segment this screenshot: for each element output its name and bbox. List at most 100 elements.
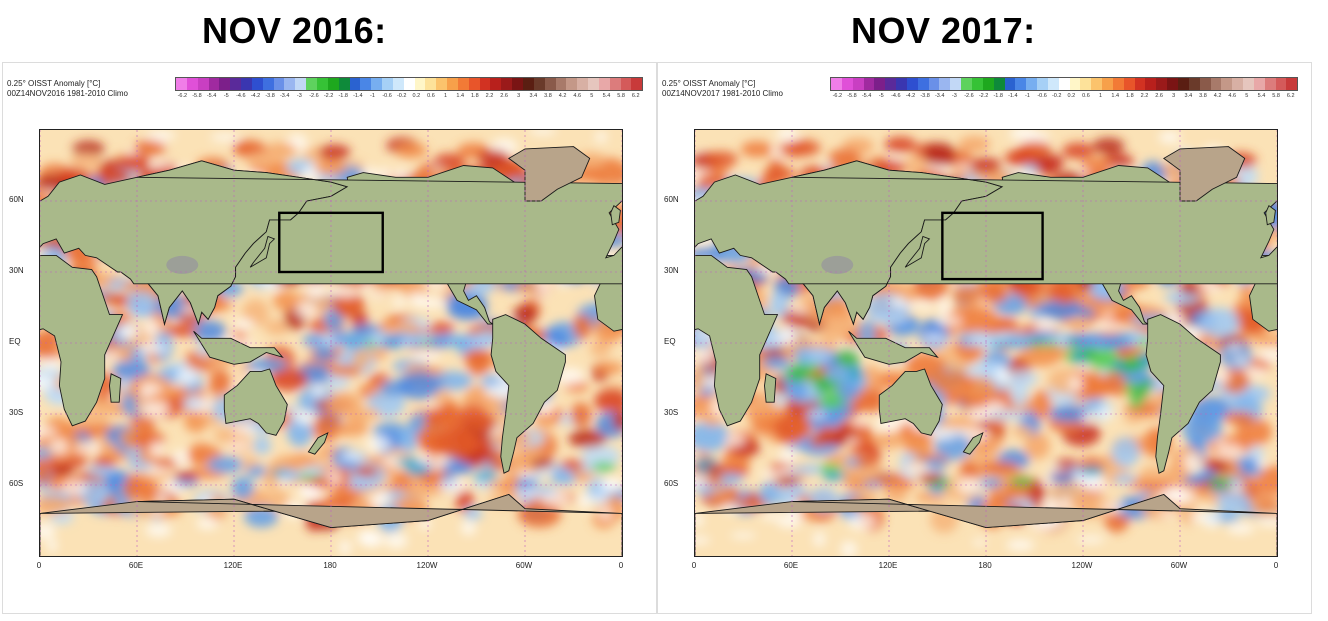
graticule [40, 130, 622, 556]
neutral-blob [231, 423, 257, 435]
lat-tick-label: 30S [9, 408, 24, 417]
anomaly-blob [1032, 153, 1065, 170]
anomaly-blob [40, 447, 53, 460]
neutral-blob [776, 130, 799, 142]
anomaly-blob [1238, 465, 1263, 476]
anomaly-blob [1140, 378, 1153, 395]
neutral-blob [329, 286, 359, 298]
colorbar [830, 77, 1298, 91]
neutral-blob [1196, 282, 1224, 292]
panel-header: 0.25° OISST Anomaly [°C] 00Z14NOV2016 19… [7, 79, 128, 99]
neutral-blob [518, 470, 534, 479]
lat-tick-label: 60S [9, 479, 24, 488]
anomaly-blob [704, 464, 729, 475]
colorbar-swatch [961, 78, 972, 90]
neutral-blob [411, 348, 441, 361]
colorbar-swatch [490, 78, 502, 90]
neutral-blob [145, 523, 172, 538]
anomaly-blob [837, 425, 856, 438]
anomaly-blob [1080, 156, 1113, 173]
neutral-blob [1100, 408, 1113, 420]
colorbar-tick-label: -0.2 [396, 93, 407, 99]
anomaly-blob [87, 465, 112, 476]
land-americaS [1145, 314, 1221, 474]
anomaly-blob [903, 436, 932, 457]
highlight-box [941, 211, 1044, 281]
neutral-blob [905, 463, 933, 474]
map-panel-2017: 0.25° OISST Anomaly [°C] 00Z14NOV2017 19… [657, 62, 1312, 614]
neutral-blob [1033, 318, 1056, 333]
anomaly-blob [301, 465, 326, 476]
colorbar-swatch [523, 78, 534, 90]
colorbar-tick-label: 4.6 [1228, 93, 1237, 99]
neutral-blob [1214, 439, 1226, 447]
land-americaS [490, 314, 566, 474]
colorbar-tick-label: -3 [951, 93, 957, 99]
colorbar-swatch [273, 78, 285, 90]
headline-left: NOV 2016: [202, 10, 387, 51]
colorbar-tick-label: 2.6 [1155, 93, 1163, 99]
anomaly-blob [441, 462, 466, 473]
anomaly-blob [835, 382, 860, 401]
anomaly-blob [44, 416, 73, 445]
colorbar-tick-label: -5.4 [861, 93, 872, 99]
lon-tick-label: 60E [128, 561, 144, 570]
neutral-blob [840, 540, 858, 556]
neutral-blob [1158, 130, 1181, 144]
anomaly-blob [969, 157, 1002, 174]
neutral-blob [40, 248, 51, 256]
anomaly-blob [231, 476, 254, 500]
colorbar-swatch [501, 78, 513, 90]
anomaly-blob [252, 436, 272, 455]
colorbar-tick-label: 3.4 [529, 93, 538, 99]
colorbar-swatch [1037, 78, 1048, 90]
neutral-blob [148, 441, 164, 458]
neutral-blob [176, 368, 198, 386]
colorbar-tick-label: -6.2 [177, 93, 188, 99]
lon-tick-label: 120E [223, 561, 243, 570]
anomaly-blob [825, 364, 850, 383]
colorbar-swatch [436, 78, 448, 90]
anomaly-blob [1182, 416, 1223, 444]
colorbar-swatch [1253, 78, 1265, 90]
colorbar-swatch [1004, 78, 1016, 90]
neutral-blob [695, 472, 710, 488]
high-terrain [166, 255, 199, 274]
neutral-blob [156, 492, 169, 502]
colorbar-swatch [1156, 78, 1168, 90]
anomaly-blob [432, 405, 461, 426]
colorbar-swatch [316, 78, 328, 90]
neutral-blob [1094, 323, 1122, 330]
colorbar-tick-label: 5.4 [602, 93, 611, 99]
anomaly-blob [116, 342, 135, 362]
colorbar-swatch [544, 78, 556, 90]
colorbar-swatch [939, 78, 951, 90]
colorbar-swatch [468, 78, 480, 90]
colorbar-tick-label: -3 [296, 93, 302, 99]
anomaly-blob [980, 283, 1009, 304]
colorbar-tick-label: -5 [878, 93, 884, 99]
neutral-blob [409, 292, 425, 308]
land-antarctica [136, 493, 622, 556]
neutral-blob [806, 411, 827, 418]
colorbar-tick-label: 1.8 [470, 93, 479, 99]
anomaly-blob [1049, 478, 1089, 506]
colorbar-tick-label: 1.8 [1125, 93, 1134, 99]
anomaly-blob [468, 411, 497, 432]
land-newzealand [962, 432, 984, 455]
anomaly-blob [306, 477, 331, 488]
lat-tick-label: 30N [9, 266, 24, 275]
anomaly-blob [1092, 137, 1125, 154]
colorbar-swatch [208, 78, 220, 90]
anomaly-blob [979, 461, 1020, 475]
neutral-blob [339, 539, 352, 556]
neutral-blob [367, 291, 389, 299]
anomaly-blob [1199, 307, 1240, 338]
anomaly-blob [246, 357, 288, 373]
colorbar-tick-label: 1.4 [1111, 93, 1120, 99]
neutral-blob [528, 130, 557, 135]
anomaly-blob [279, 470, 304, 481]
anomaly-blob [137, 476, 158, 503]
neutral-blob [1103, 311, 1114, 319]
colorbar-tick-label: 5 [590, 93, 594, 99]
